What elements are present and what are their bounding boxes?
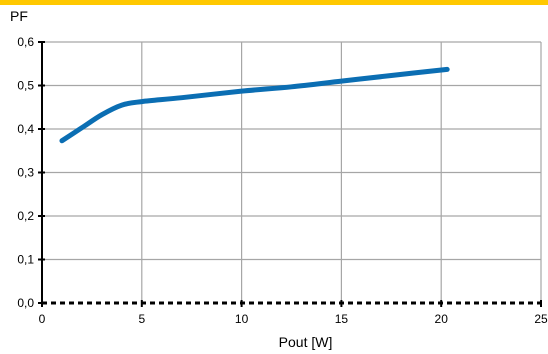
- x-tick-label-5: 5: [138, 312, 145, 326]
- tick-labels: 0 5 10 15 20 25 0,0 0,1 0,2 0,3 0,4 0,5 0,6: [17, 35, 548, 326]
- axes: [38, 41, 542, 307]
- x-axis-title: Pout [W]: [279, 334, 333, 350]
- series-line-0: [59, 66, 450, 144]
- x-tick-label-0: 0: [39, 312, 46, 326]
- y-tick-label-3: 0,3: [17, 166, 34, 180]
- y-tick-label-4: 0,4: [17, 122, 34, 136]
- x-tick-label-10: 10: [235, 312, 249, 326]
- y-axis-title: PF: [10, 8, 28, 24]
- y-tick-label-2: 0,2: [17, 209, 34, 223]
- x-tick-label-25: 25: [534, 312, 548, 326]
- y-tick-label-6: 0,6: [17, 35, 34, 49]
- series-layer: [59, 66, 450, 144]
- y-tick-label-5: 0,5: [17, 79, 34, 93]
- accent-top-bar: [0, 0, 548, 5]
- x-tick-label-15: 15: [335, 312, 349, 326]
- y-tick-label-1: 0,1: [17, 253, 34, 267]
- y-tick-label-0: 0,0: [17, 296, 34, 310]
- x-tick-label-20: 20: [435, 312, 449, 326]
